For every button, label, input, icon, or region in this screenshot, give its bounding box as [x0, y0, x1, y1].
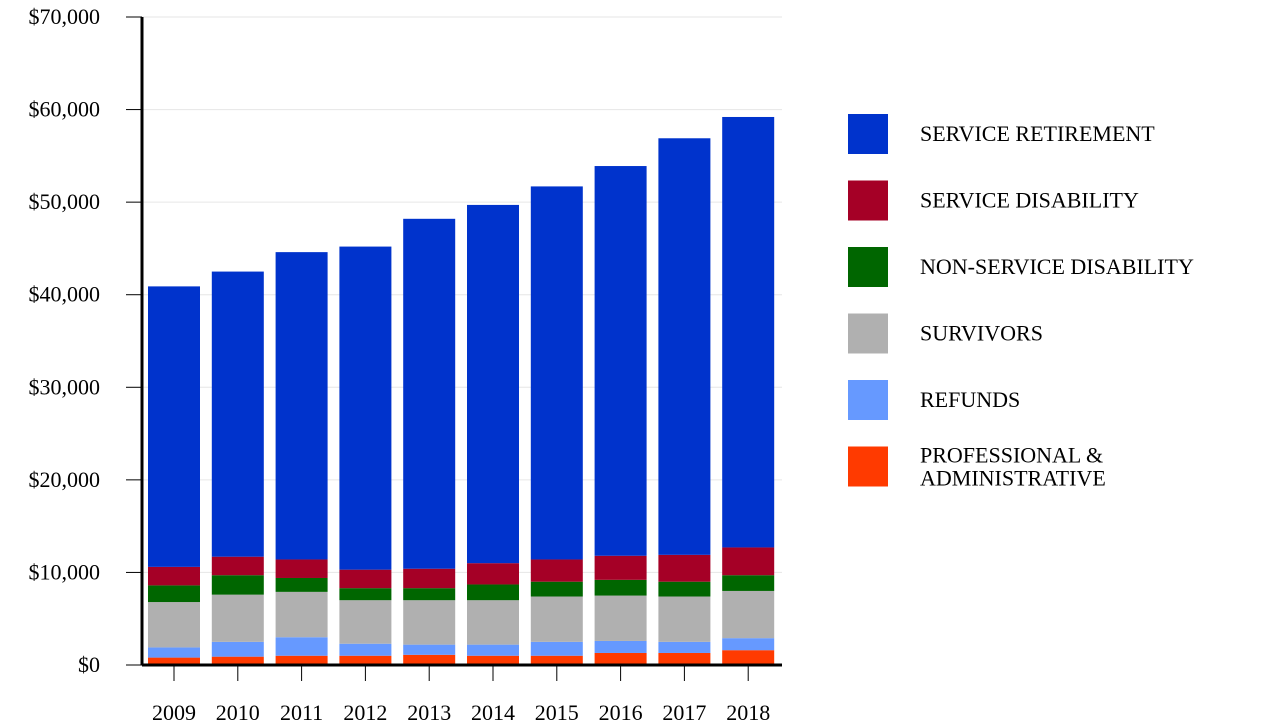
- legend-label-service-disability: SERVICE DISABILITY: [920, 188, 1139, 213]
- bar-segment-professional-administrative-2017: [658, 652, 711, 665]
- bar-segment-service-retirement-2009: [148, 286, 200, 567]
- y-tick-label: $0: [78, 652, 100, 677]
- y-tick-label: $40,000: [29, 282, 101, 307]
- legend-swatch-non-service-disability: [848, 247, 888, 287]
- y-tick-label: $20,000: [29, 467, 101, 492]
- legend-swatch-refunds: [848, 380, 888, 420]
- bar-segment-refunds-2009: [148, 647, 200, 658]
- bar-segment-survivors-2011: [275, 591, 328, 638]
- legend-label-service-retirement: SERVICE RETIREMENT: [920, 121, 1155, 146]
- bar-segment-non-service-disability-2015: [530, 581, 583, 597]
- bar-segment-non-service-disability-2017: [658, 581, 711, 597]
- bar-segment-refunds-2011: [275, 637, 328, 656]
- x-tick-label: 2016: [599, 700, 643, 725]
- bar-segment-service-disability-2012: [339, 569, 392, 589]
- bar-segment-refunds-2014: [467, 644, 519, 656]
- legend-label-survivors: SURVIVORS: [920, 321, 1043, 346]
- bar-segment-refunds-2012: [339, 643, 392, 656]
- y-tick-label: $30,000: [29, 374, 101, 399]
- bar-segment-survivors-2010: [211, 594, 264, 642]
- bar-segment-non-service-disability-2016: [594, 579, 647, 596]
- bar-segment-professional-administrative-2016: [594, 652, 647, 665]
- bar-segment-non-service-disability-2013: [403, 588, 456, 601]
- bar-segment-professional-administrative-2013: [403, 654, 456, 665]
- bar-segment-refunds-2015: [530, 641, 583, 656]
- bar-segment-service-retirement-2011: [275, 252, 328, 560]
- bar-segment-service-disability-2010: [211, 556, 264, 576]
- bar-segment-professional-administrative-2010: [211, 656, 264, 665]
- x-tick-label: 2010: [216, 700, 260, 725]
- bar-segment-survivors-2017: [658, 596, 711, 642]
- y-tick-label: $10,000: [29, 559, 101, 584]
- legend-label-professional-administrative: ADMINISTRATIVE: [920, 466, 1106, 491]
- bar-segment-non-service-disability-2011: [275, 577, 328, 592]
- y-tick-label: $70,000: [29, 4, 101, 29]
- x-tick-label: 2013: [407, 700, 451, 725]
- bar-segment-refunds-2013: [403, 644, 456, 655]
- bar-segment-survivors-2016: [594, 595, 647, 641]
- bar-segment-refunds-2018: [722, 638, 775, 651]
- bar-segment-survivors-2012: [339, 600, 392, 644]
- bar-segment-service-retirement-2010: [211, 271, 264, 557]
- bar-segment-service-retirement-2013: [403, 218, 456, 569]
- bar-segment-survivors-2013: [403, 600, 456, 645]
- legend-swatch-survivors: [848, 313, 888, 354]
- bar-segment-non-service-disability-2018: [722, 575, 775, 591]
- bar-segment-service-disability-2018: [722, 547, 775, 576]
- x-tick-label: 2015: [535, 700, 579, 725]
- bar-segment-non-service-disability-2010: [211, 575, 264, 595]
- x-tick-label: 2017: [662, 700, 706, 725]
- bar-segment-service-disability-2015: [530, 559, 583, 582]
- bar-segment-survivors-2014: [467, 600, 519, 645]
- bar-segment-service-retirement-2015: [530, 186, 583, 560]
- bars: [148, 116, 775, 665]
- x-tick-label: 2012: [343, 700, 387, 725]
- bar-segment-refunds-2016: [594, 640, 647, 653]
- bar-segment-service-retirement-2014: [467, 204, 519, 564]
- bar-segment-professional-administrative-2014: [467, 655, 519, 665]
- x-tick-label: 2018: [726, 700, 770, 725]
- x-tick-label: 2011: [280, 700, 323, 725]
- bar-segment-service-disability-2017: [658, 554, 711, 582]
- bar-segment-non-service-disability-2009: [148, 585, 200, 603]
- axes: [126, 16, 782, 681]
- bar-segment-refunds-2010: [211, 641, 264, 657]
- y-tick-label: $50,000: [29, 189, 101, 214]
- bar-segment-service-disability-2011: [275, 559, 328, 578]
- bar-segment-professional-administrative-2009: [148, 657, 200, 665]
- bar-segment-survivors-2015: [530, 596, 583, 642]
- bar-segment-professional-administrative-2018: [722, 650, 775, 665]
- bar-segment-service-retirement-2012: [339, 246, 392, 570]
- legend-swatch-professional-administrative: [848, 446, 888, 487]
- x-tick-label: 2009: [152, 700, 196, 725]
- bar-segment-professional-administrative-2012: [339, 655, 392, 665]
- legend-label-non-service-disability: NON-SERVICE DISABILITY: [920, 254, 1194, 279]
- bar-segment-service-disability-2014: [467, 563, 519, 585]
- bar-segment-service-disability-2009: [148, 566, 200, 586]
- bar-segment-non-service-disability-2012: [339, 588, 392, 601]
- bar-segment-service-disability-2013: [403, 568, 456, 589]
- legend-label-refunds: REFUNDS: [920, 387, 1020, 412]
- x-tick-label: 2014: [471, 700, 515, 725]
- legend-swatch-service-retirement: [848, 114, 888, 154]
- bar-segment-survivors-2009: [148, 602, 200, 648]
- bar-segment-refunds-2017: [658, 641, 711, 653]
- bar-segment-service-retirement-2018: [722, 116, 775, 548]
- bar-segment-service-retirement-2016: [594, 166, 647, 556]
- bar-segment-professional-administrative-2015: [530, 655, 583, 665]
- legend-swatch-service-disability: [848, 180, 888, 221]
- legend: SERVICE RETIREMENT SERVICE DISABILITY NON-…: [848, 114, 1194, 491]
- y-tick-label: $60,000: [29, 97, 101, 122]
- bar-segment-professional-administrative-2011: [275, 655, 328, 665]
- bar-segment-survivors-2018: [722, 590, 775, 639]
- x-tick-labels: 2009 2010 2011 2012 2013 2014 2015 2016 2017 2018: [152, 700, 770, 725]
- bar-segment-service-disability-2016: [594, 555, 647, 580]
- y-tick-labels: $0 $10,000 $20,000 $30,000 $40,000 $50,000 $60…: [29, 4, 101, 677]
- legend-label-professional-administrative: PROFESSIONAL &: [920, 443, 1103, 468]
- bar-segment-service-retirement-2017: [658, 138, 711, 555]
- bar-segment-non-service-disability-2014: [467, 584, 519, 601]
